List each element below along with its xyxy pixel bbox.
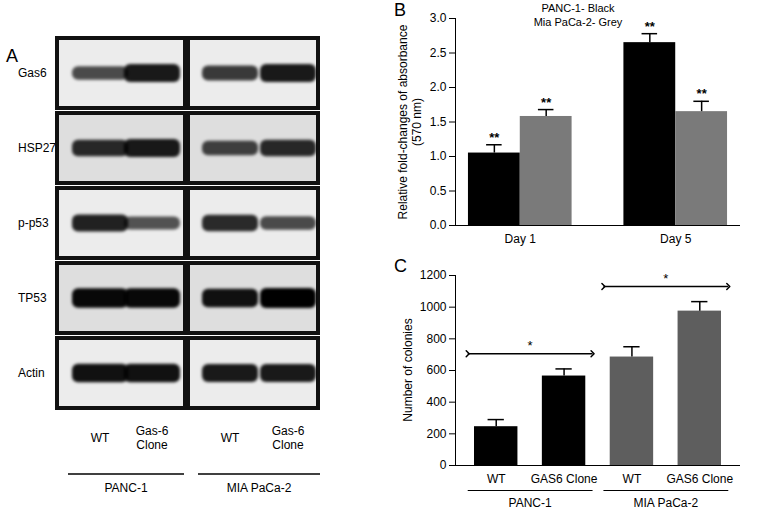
svg-text:Day 5: Day 5 — [660, 232, 692, 246]
html-text:Relative fold-changes of absor: Relative fold-changes of absorbance (570… — [396, 24, 424, 220]
svg-text:2.5: 2.5 — [430, 46, 447, 60]
svg-text:1.0: 1.0 — [430, 149, 447, 163]
svg-text:**: ** — [645, 19, 656, 34]
svg-text:3.0: 3.0 — [430, 11, 447, 25]
svg-text:GAS6 Clone: GAS6 Clone — [531, 472, 598, 486]
svg-text:0: 0 — [440, 458, 447, 472]
svg-text:Gas6: Gas6 — [18, 66, 47, 80]
html-text:C: C — [394, 256, 407, 276]
svg-text:Day 1: Day 1 — [505, 232, 537, 246]
svg-text:0.0: 0.0 — [430, 218, 447, 232]
svg-text:MIA PaCa-2: MIA PaCa-2 — [634, 496, 699, 510]
svg-text:*: * — [528, 338, 533, 353]
html-text:Mia PaCa-2- Grey: Mia PaCa-2- Grey — [533, 16, 623, 28]
svg-text:WT: WT — [623, 472, 642, 486]
html-text:Number of colonies: Number of colonies — [401, 318, 415, 422]
svg-text:**: ** — [489, 130, 500, 145]
svg-text:Gas-6Clone: Gas-6Clone — [136, 424, 169, 452]
svg-text:PANC-1: PANC-1 — [104, 481, 147, 495]
svg-text:**: ** — [541, 95, 552, 110]
html-text:B: B — [394, 0, 406, 20]
svg-text:Gas-6Clone: Gas-6Clone — [272, 424, 305, 452]
html-text:PANC-1- Black: PANC-1- Black — [541, 2, 615, 14]
svg-text:Actin: Actin — [18, 366, 45, 380]
svg-text:400: 400 — [426, 395, 446, 409]
svg-text:800: 800 — [426, 332, 446, 346]
svg-text:MIA PaCa-2: MIA PaCa-2 — [227, 481, 292, 495]
svg-text:600: 600 — [426, 363, 446, 377]
svg-text:WT: WT — [91, 431, 110, 445]
svg-text:WT: WT — [487, 472, 506, 486]
svg-text:1.5: 1.5 — [430, 115, 447, 129]
svg-text:2.0: 2.0 — [430, 80, 447, 94]
svg-text:0.5: 0.5 — [430, 184, 447, 198]
svg-text:1000: 1000 — [420, 300, 447, 314]
svg-text:WT: WT — [221, 431, 240, 445]
svg-text:HSP27: HSP27 — [18, 141, 56, 155]
svg-text:*: * — [663, 271, 668, 286]
svg-text:PANC-1: PANC-1 — [509, 496, 552, 510]
svg-text:A: A — [6, 46, 18, 66]
svg-text:200: 200 — [426, 427, 446, 441]
svg-text:TP53: TP53 — [18, 291, 47, 305]
svg-text:p-p53: p-p53 — [18, 216, 49, 230]
svg-text:1200: 1200 — [420, 268, 447, 282]
svg-text:**: ** — [697, 86, 708, 101]
svg-text:GAS6 Clone: GAS6 Clone — [666, 472, 733, 486]
